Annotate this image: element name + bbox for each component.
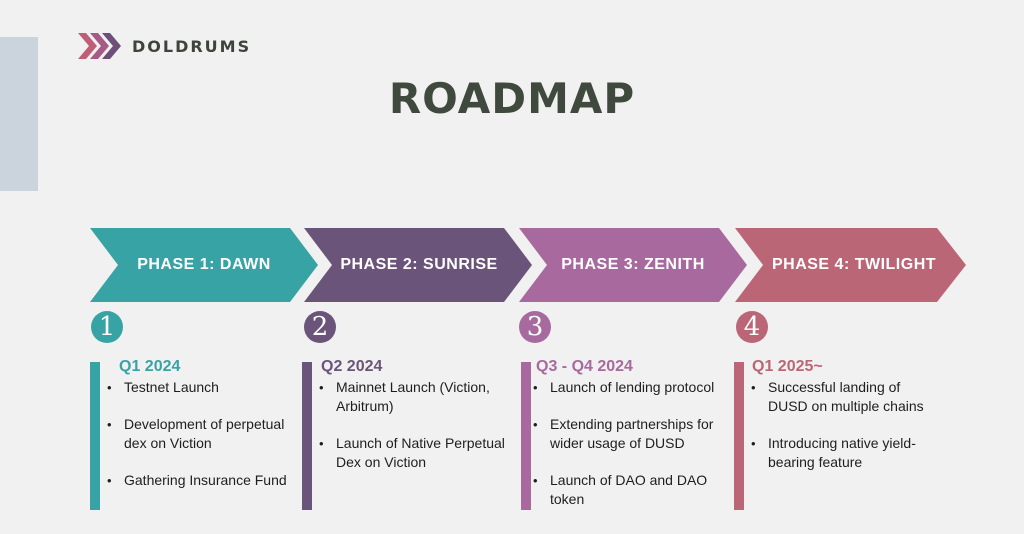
list-item: Extending partnerships for wider usage o… [531,415,727,453]
chevron-2-icon [90,33,109,59]
phase-3-list: Launch of lending protocol Extending par… [531,378,727,527]
list-item: Launch of Native Perpetual Dex on Victio… [317,434,505,472]
list-item: Successful landing of DUSD on multiple c… [749,378,935,416]
phase-1-quarter: Q1 2024 [119,358,181,375]
phase-3-number: 3 [519,311,551,343]
list-item: Testnet Launch [105,378,295,397]
phase-4-number: 4 [736,311,768,343]
phase-2-label: PHASE 2: SUNRISE [340,256,498,273]
phase-1-arrow [90,228,318,302]
chevrons-logo-icon [78,33,121,59]
phase-2-number: 2 [304,311,336,343]
side-accent-bar [0,37,38,191]
phase-1-list: Testnet Launch Development of perpetual … [105,378,295,508]
phase-3-bar [521,362,531,510]
phase-4-label: PHASE 4: TWILIGHT [771,256,937,273]
list-item: Development of perpetual dex on Viction [105,415,295,453]
phase-4-list: Successful landing of DUSD on multiple c… [749,378,935,490]
phase-1-label: PHASE 1: DAWN [137,256,271,273]
chevron-1-icon [78,33,97,59]
phase-4-arrow [735,228,966,302]
phase-1-bar [90,362,100,510]
phase-2-list: Mainnet Launch (Viction, Arbitrum) Launc… [317,378,505,490]
phase-2-arrow [304,228,532,302]
phase-4-bar [734,362,744,510]
phase-2-bar [302,362,312,510]
list-item: Launch of DAO and DAO token [531,471,727,509]
list-item: Gathering Insurance Fund [105,471,295,490]
chevron-3-icon [102,33,121,59]
phase-3-label: PHASE 3: ZENITH [561,256,705,273]
brand-name: DOLDRUMS [132,36,252,56]
list-item: Introducing native yield-bearing feature [749,434,935,472]
brand-logo: DOLDRUMS [78,33,251,59]
phase-3-arrow [519,228,747,302]
phase-1-number: 1 [91,311,123,343]
phase-4-quarter: Q1 2025~ [752,358,823,375]
phase-3-quarter: Q3 - Q4 2024 [536,358,633,375]
phase-2-quarter: Q2 2024 [321,358,383,375]
page-title: ROADMAP [388,74,636,123]
list-item: Mainnet Launch (Viction, Arbitrum) [317,378,505,416]
list-item: Launch of lending protocol [531,378,727,397]
